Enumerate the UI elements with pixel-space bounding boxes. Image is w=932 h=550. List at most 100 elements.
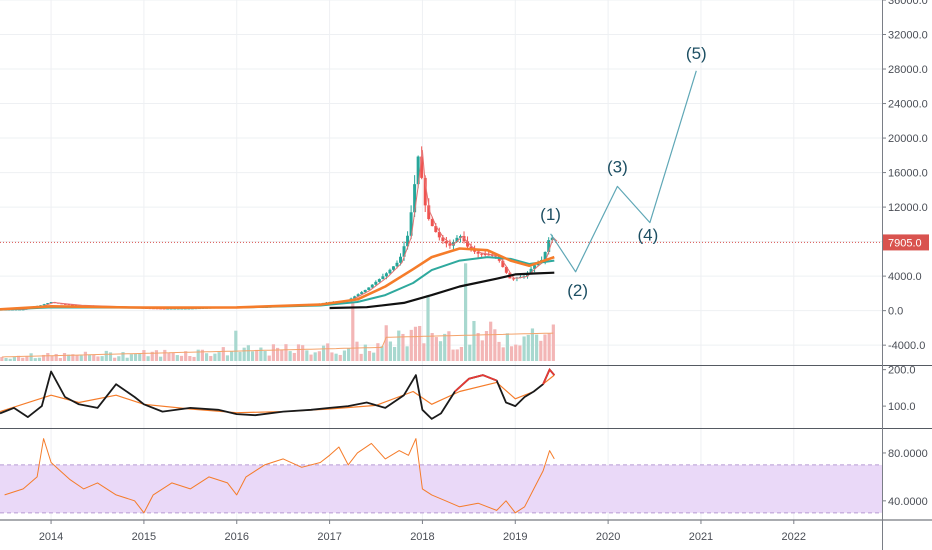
time-scale-label: 2019 <box>503 531 527 543</box>
volume-bar <box>16 355 21 361</box>
volume-bar <box>234 330 238 361</box>
candle-body <box>374 281 378 285</box>
wave-label: (4) <box>638 226 659 245</box>
volume-bar <box>301 345 305 361</box>
volume-bar <box>83 351 88 361</box>
wave-labels: (1) (2) (3) (4) (5) <box>540 44 707 300</box>
volume-bar <box>380 346 384 361</box>
price-scale-label: -4000.0 <box>888 340 925 352</box>
candle-body <box>423 177 427 206</box>
volume-bar <box>21 357 25 361</box>
volume-bar <box>338 354 342 361</box>
volume-bar <box>121 352 125 361</box>
price-scale-label: 0.0 <box>888 306 903 318</box>
volume-bar <box>250 351 255 361</box>
volume-bar <box>288 351 292 361</box>
candle-body <box>384 273 388 277</box>
volume-bar <box>497 341 501 361</box>
oscillator-signal-line <box>0 374 555 414</box>
volume-bar <box>4 358 8 361</box>
volume-bar <box>447 331 451 361</box>
oscillator-scale[interactable]: 200.0 100.0 <box>882 365 916 413</box>
volume-bar <box>87 354 92 361</box>
candle-body <box>533 265 537 269</box>
candle-body <box>183 308 187 310</box>
volume-bar <box>196 349 200 361</box>
time-scale-label: 2018 <box>410 531 434 543</box>
elliott-wave-projection[interactable] <box>550 70 697 273</box>
volume-bar <box>263 350 267 361</box>
candle-body <box>448 243 452 246</box>
candle-body <box>46 303 50 305</box>
price-scale-label: 20000.0 <box>888 133 928 145</box>
volume-bar <box>133 353 138 361</box>
candle-body <box>441 237 445 242</box>
volume-bar <box>384 325 388 361</box>
time-scale-label: 2022 <box>782 531 806 543</box>
volume-bar <box>509 346 514 361</box>
wave-label: (1) <box>540 205 561 224</box>
volume-bar <box>309 354 313 361</box>
rsi-line <box>4 438 555 514</box>
volume-bar <box>154 350 159 361</box>
candle-body <box>391 266 395 270</box>
volume-bar <box>33 358 37 361</box>
volume-bar <box>100 356 104 361</box>
volume-bar <box>413 326 418 361</box>
volume-bar <box>501 347 505 361</box>
volume-bar <box>46 353 50 361</box>
candle-body <box>550 237 554 241</box>
candle-body <box>490 254 494 256</box>
rsi-scale-label: 80.0000 <box>888 448 928 460</box>
volume-bar <box>204 353 209 361</box>
volume-bar <box>42 354 46 361</box>
wave-label: (2) <box>567 281 588 300</box>
volume-bar <box>330 352 334 361</box>
time-scale-label: 2016 <box>225 531 249 543</box>
volume-bar <box>489 321 493 361</box>
price-pane[interactable]: (1) (2) (3) (4) (5) <box>0 44 882 361</box>
volume-bar <box>184 351 188 361</box>
volume-bars <box>0 263 555 361</box>
volume-bar <box>326 343 330 361</box>
volume-bar <box>392 346 397 361</box>
volume-bar <box>200 349 204 361</box>
candle-body <box>458 236 462 238</box>
candle-body <box>353 296 357 299</box>
oscillator-line <box>0 368 555 420</box>
candle-body <box>406 235 410 247</box>
price-scale-label: 4000.0 <box>888 271 922 283</box>
current-price-badge-bg <box>883 234 929 251</box>
candle-body <box>409 212 413 236</box>
volume-bar <box>267 355 271 361</box>
oscillator-pane[interactable] <box>0 367 555 420</box>
chart-grid <box>0 0 882 520</box>
volume-bar <box>505 333 509 361</box>
rsi-pane[interactable] <box>0 438 882 514</box>
volume-bar <box>129 354 133 361</box>
volume-bar <box>372 352 376 361</box>
volume-bar <box>284 344 288 361</box>
volume-bar <box>334 353 338 361</box>
price-scale[interactable]: 36000.0 32000.0 28000.0 24000.0 20000.0 16000… <box>882 0 928 352</box>
candle-body <box>402 246 406 257</box>
candle-body <box>473 249 477 252</box>
price-scale-label: 32000.0 <box>888 30 928 42</box>
candle-body <box>547 240 551 252</box>
volume-bar <box>188 356 192 361</box>
rsi-scale[interactable]: 80.0000 40.0000 <box>882 448 928 508</box>
candle-body <box>466 241 470 247</box>
volume-bar <box>522 336 526 361</box>
volume-bar <box>209 355 213 361</box>
candle-body <box>434 226 438 233</box>
candle-body <box>504 266 508 273</box>
volume-bar <box>225 355 230 361</box>
time-scale[interactable]: 2014 2015 2016 2017 2018 2019 2020 2021 2022 <box>39 520 806 543</box>
candle-body <box>360 292 364 295</box>
volume-bar <box>96 356 100 361</box>
volume-bar <box>75 355 79 361</box>
volume-bar <box>242 347 246 361</box>
ma-orange-line <box>0 247 555 311</box>
